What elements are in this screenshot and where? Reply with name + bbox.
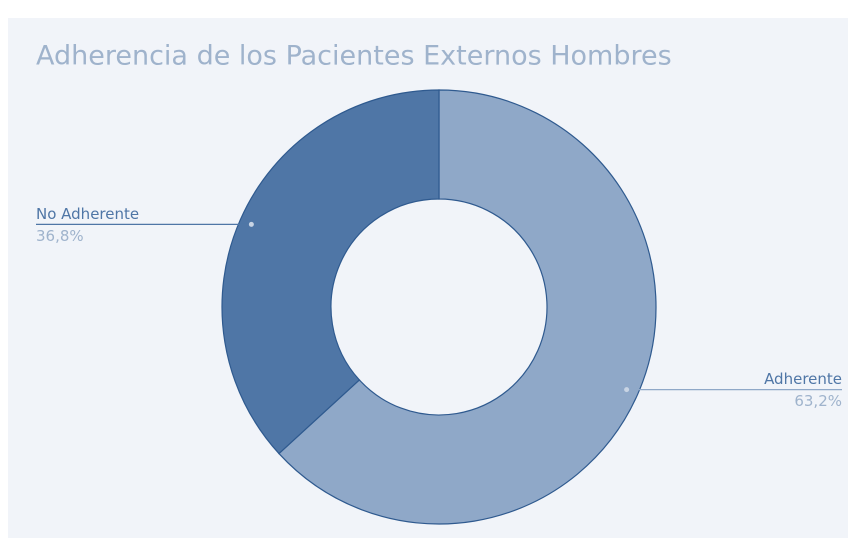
donut-slice (278, 89, 657, 525)
label-dot (624, 387, 630, 393)
label-dot (248, 221, 254, 227)
slice-value-label: 63,2% (794, 392, 842, 410)
slice-label: Adherente (764, 370, 842, 388)
chart-title: Adherencia de los Pacientes Externos Hom… (36, 41, 672, 72)
slice-label: No Adherente (36, 205, 139, 223)
slice-value-label: 36,8% (36, 227, 84, 245)
donut-slice (221, 89, 440, 455)
